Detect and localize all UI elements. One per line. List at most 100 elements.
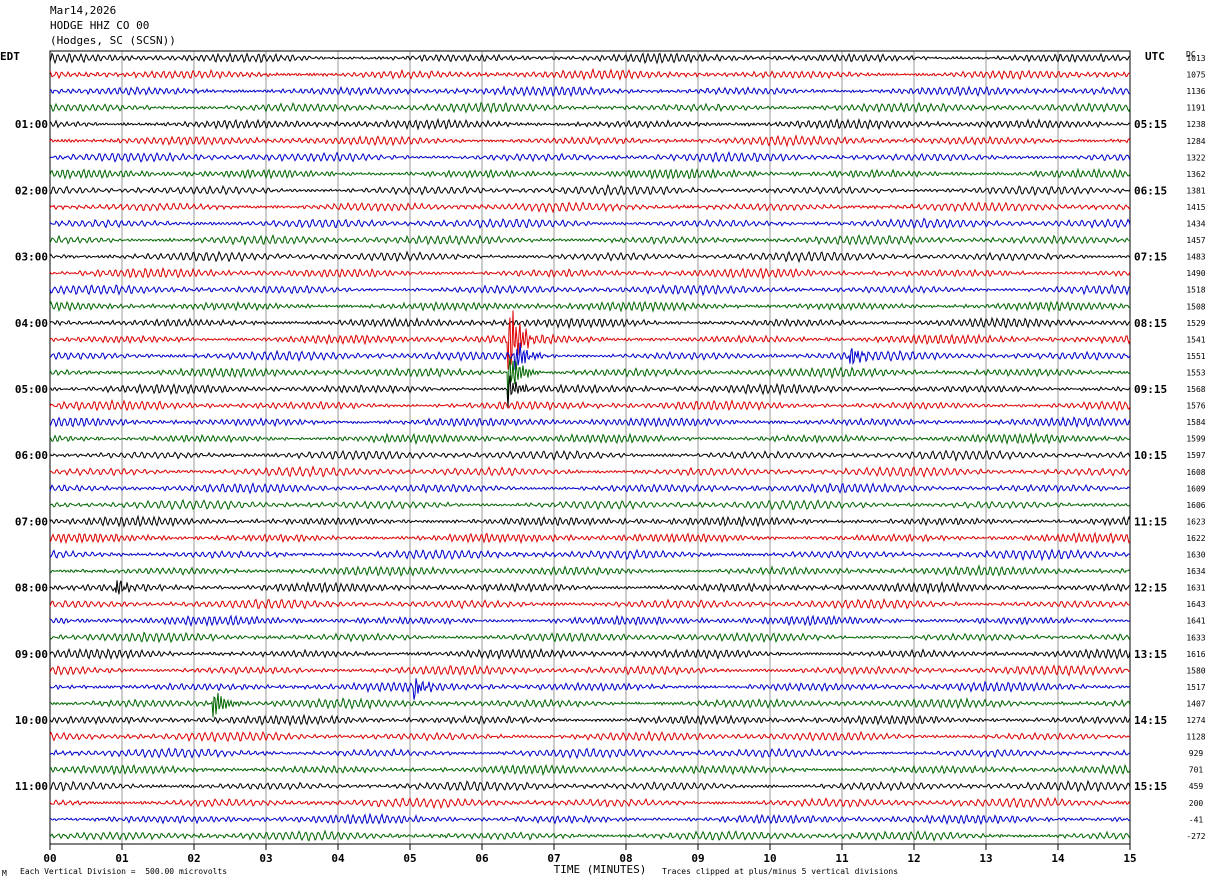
right-hour-label: 13:15 (1134, 648, 1167, 661)
trace-26 (49, 482, 1131, 495)
x-tick-label: 04 (331, 852, 345, 865)
dc-offset-label: 1599 (1186, 435, 1205, 444)
dc-offset-label: 1606 (1186, 501, 1205, 510)
trace-41 (49, 730, 1131, 743)
trace-29 (49, 531, 1131, 545)
dc-offset-label: 1362 (1186, 170, 1205, 179)
left-hour-label: 01:00 (15, 118, 48, 131)
dc-offset-label: 1490 (1186, 269, 1205, 278)
trace-23 (49, 432, 1131, 446)
trace-17 (49, 310, 1131, 370)
dc-offset-label: 1568 (1186, 385, 1205, 394)
dc-offset-label: 1322 (1186, 153, 1205, 162)
dc-offset-label: 1013 (1186, 54, 1205, 63)
trace-27 (49, 498, 1131, 511)
dc-offset-label: 1616 (1186, 650, 1205, 659)
trace-4 (49, 117, 1131, 131)
x-axis-label: TIME (MINUTES) (554, 863, 647, 876)
dc-offset-label: 1623 (1186, 517, 1205, 526)
left-hour-label: 03:00 (15, 251, 48, 264)
dc-offset-label: 1551 (1186, 352, 1205, 361)
left-hour-label: 05:00 (15, 383, 48, 396)
dc-offset-label: 1630 (1186, 551, 1205, 560)
x-tick-label: 00 (43, 852, 56, 865)
x-tick-label: 07 (547, 852, 560, 865)
seismic-traces (49, 52, 1131, 842)
trace-13 (49, 266, 1131, 280)
dc-offset-label: 1529 (1186, 319, 1205, 328)
trace-20 (49, 375, 1131, 408)
dc-offset-label: 1633 (1186, 633, 1205, 642)
dc-offset-label: 1631 (1186, 584, 1205, 593)
left-hour-label: 09:00 (15, 648, 48, 661)
dc-offset-label: 1518 (1186, 286, 1205, 295)
trace-3 (49, 101, 1131, 114)
dc-offset-label: 1643 (1186, 600, 1205, 609)
dc-offset-label: 1284 (1186, 137, 1205, 146)
dc-offset-label: 1381 (1186, 186, 1205, 195)
trace-40 (49, 713, 1131, 727)
left-timezone-label: EDT (0, 50, 20, 63)
right-hour-label: 14:15 (1134, 714, 1167, 727)
dc-offset-label: 1641 (1186, 617, 1205, 626)
dc-offset-label: 1517 (1186, 683, 1205, 692)
left-hour-label: 07:00 (15, 515, 48, 528)
dc-offset-label: 1597 (1186, 451, 1205, 460)
right-hour-label: 11:15 (1134, 515, 1167, 528)
right-hour-label: 12:15 (1134, 582, 1167, 595)
left-hour-label: 02:00 (15, 184, 48, 197)
x-tick-label: 13 (979, 852, 992, 865)
trace-44 (49, 779, 1131, 793)
dc-offset-label: 1576 (1186, 402, 1205, 411)
footer-mark: M (2, 869, 7, 878)
trace-33 (49, 598, 1131, 610)
dc-offset-label: 1584 (1186, 418, 1205, 427)
right-hour-label: 15:15 (1134, 780, 1167, 793)
dc-offset-label: 1622 (1186, 534, 1205, 543)
trace-7 (49, 167, 1131, 180)
plot-frame (49, 50, 1131, 845)
trace-36 (49, 647, 1131, 661)
scale-note: Each Vertical Division = 500.00 microvol… (20, 867, 228, 876)
right-hour-label: 08:15 (1134, 317, 1167, 330)
left-hour-label: 06:00 (15, 449, 48, 462)
x-tick-label: 01 (115, 852, 129, 865)
trace-8 (49, 183, 1131, 197)
header-date: Mar14,2026 (50, 4, 117, 17)
x-tick-label: 11 (835, 852, 849, 865)
trace-21 (49, 398, 1131, 412)
x-tick-label: 02 (187, 852, 200, 865)
dc-offset-label: 1136 (1186, 87, 1205, 96)
left-hour-label: 10:00 (15, 714, 48, 727)
trace-14 (49, 283, 1131, 297)
x-tick-label: 06 (475, 852, 489, 865)
left-hour-label: 04:00 (15, 317, 48, 330)
trace-34 (50, 614, 1131, 628)
x-tick-label: 12 (907, 852, 920, 865)
x-tick-label: 09 (691, 852, 704, 865)
dc-offset-label: 1434 (1186, 220, 1205, 229)
trace-43 (49, 763, 1131, 777)
dc-offset-label: 1634 (1186, 567, 1205, 576)
trace-22 (49, 416, 1131, 429)
dc-offset-label: 929 (1189, 749, 1204, 758)
trace-35 (49, 631, 1131, 644)
trace-6 (49, 150, 1131, 163)
dc-offset-label: -272 (1186, 832, 1205, 841)
dc-offset-label: 1128 (1186, 733, 1205, 742)
dc-offset-label: 1274 (1186, 716, 1205, 725)
dc-offset-label: 1541 (1186, 335, 1205, 344)
trace-2 (49, 85, 1131, 98)
dc-offset-label: 1580 (1186, 666, 1205, 675)
trace-24 (49, 449, 1131, 462)
trace-39 (49, 692, 1131, 718)
right-timezone-label: UTC (1145, 50, 1165, 63)
trace-42 (49, 747, 1131, 760)
right-hour-label: 06:15 (1134, 184, 1167, 197)
dc-column-label: DC (1186, 50, 1196, 59)
dc-offset-label: 1609 (1186, 484, 1205, 493)
trace-15 (49, 300, 1131, 313)
dc-offset-label: 1483 (1186, 253, 1205, 262)
dc-offset-label: 1553 (1186, 368, 1205, 377)
